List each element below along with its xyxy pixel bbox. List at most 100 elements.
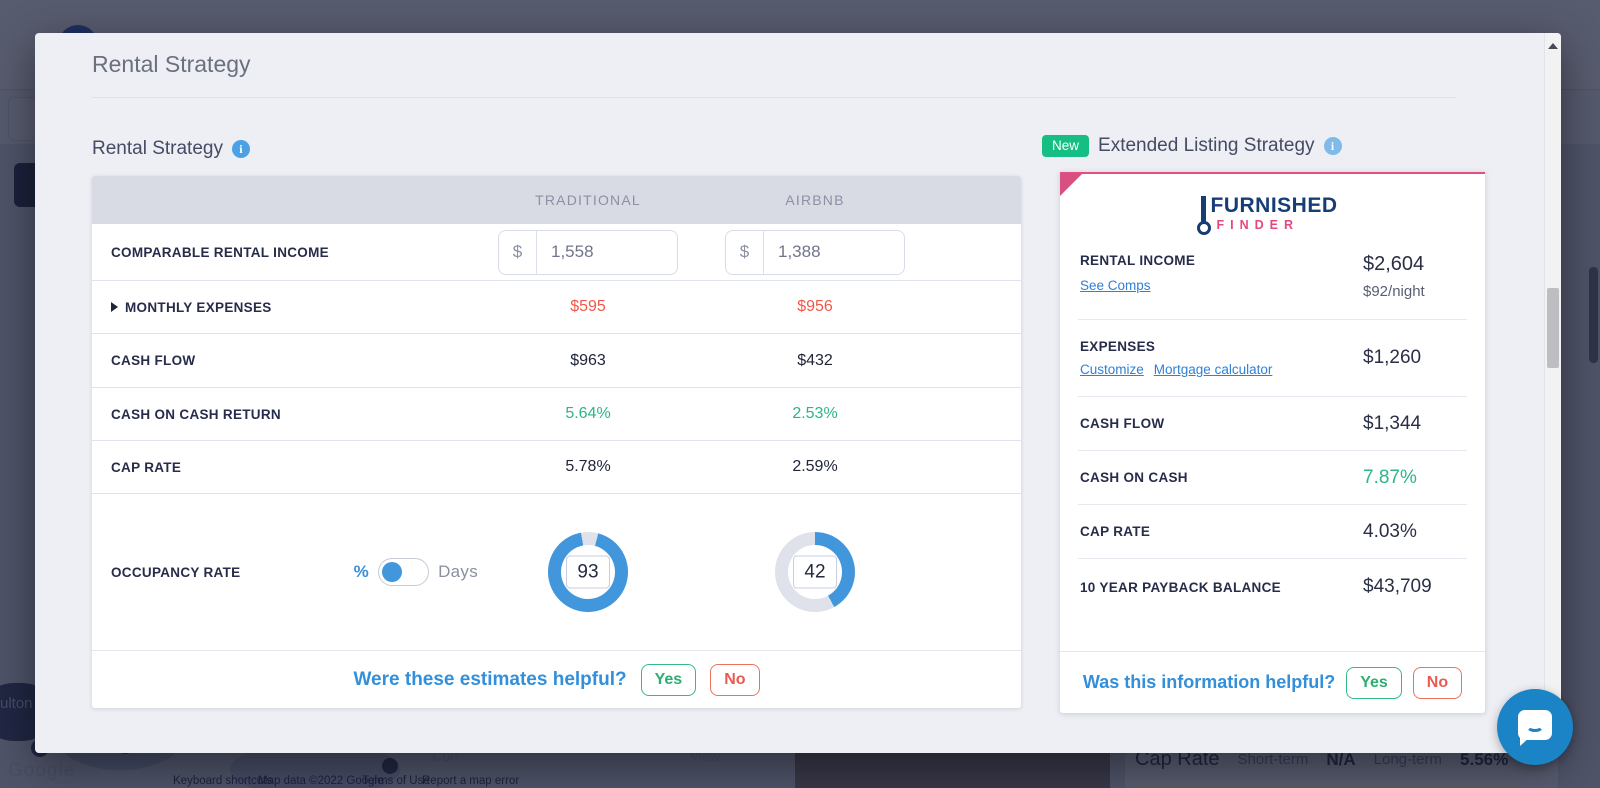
pink-corner-ribbon [1060, 174, 1082, 196]
occupancy-unit-toggle[interactable] [378, 558, 430, 586]
monthly-expenses-label[interactable]: MONTHLY EXPENSES [92, 300, 498, 315]
scroll-up-arrow-icon[interactable] [1545, 38, 1561, 54]
estimates-yes-button[interactable]: Yes [640, 663, 697, 696]
currency-prefix: $ [726, 230, 764, 274]
extended-listing-heading: New Extended Listing Strategy i [1042, 135, 1342, 157]
expenses-label: EXPENSES [1080, 339, 1156, 354]
occupancy-unit-toggle-group: % Days [354, 558, 478, 586]
toggle-knob [382, 561, 403, 582]
cash-flow-traditional: $963 [570, 351, 606, 369]
divider [1078, 450, 1467, 451]
airbnb-income-input-group: $ [725, 229, 905, 275]
mortgage-calculator-link[interactable]: Mortgage calculator [1153, 362, 1273, 377]
row-expenses: EXPENSES Customize Mortgage calculator $… [1060, 320, 1485, 396]
cash-on-cash-airbnb: 2.53% [792, 405, 838, 422]
days-unit-label: Days [438, 562, 478, 581]
monthly-expenses-traditional: $595 [570, 298, 606, 315]
occupancy-donut-airbnb: 42 [775, 532, 855, 612]
currency-prefix: $ [499, 230, 537, 274]
divider [92, 97, 1456, 98]
row-comparable-rental-income: COMPARABLE RENTAL INCOME $ $ [92, 224, 1021, 281]
row-occupancy-rate: OCCUPANCY RATE % Days 93 [92, 494, 1021, 650]
cash-flow-label: CASH FLOW [111, 353, 196, 368]
page-scrollbar-thumb[interactable] [1589, 267, 1598, 363]
payback-balance-value: $43,709 [1363, 576, 1432, 597]
ff-cash-on-cash-label: CASH ON CASH [1080, 470, 1188, 485]
monthly-expenses-text: MONTHLY EXPENSES [125, 299, 272, 315]
row-ff-cash-flow: CASH FLOW $1,344 [1060, 397, 1485, 450]
ff-cash-flow-label: CASH FLOW [1080, 416, 1165, 431]
ff-cash-on-cash-value: 7.87% [1363, 466, 1417, 488]
see-comps-link[interactable]: See Comps [1080, 278, 1151, 293]
estimates-no-button[interactable]: No [710, 663, 760, 696]
row-cash-on-cash-return: CASH ON CASH RETURN 5.64% 2.53% [92, 388, 1021, 441]
cap-rate-airbnb: 2.59% [792, 458, 838, 475]
rental-strategy-heading: Rental Strategy i [92, 138, 250, 160]
row-cash-flow: CASH FLOW $963 $432 [92, 334, 1021, 388]
table-header-row: TRADITIONAL AIRBNB [92, 176, 1021, 224]
divider [1078, 504, 1467, 505]
occupancy-value-airbnb[interactable]: 42 [793, 555, 837, 589]
cash-on-cash-traditional: 5.64% [565, 405, 611, 422]
row-monthly-expenses: MONTHLY EXPENSES $595 $956 [92, 281, 1021, 334]
row-ff-cash-on-cash: CASH ON CASH 7.87% [1060, 451, 1485, 504]
rental-income-label: RENTAL INCOME [1080, 253, 1196, 268]
comparable-rental-income-label: COMPARABLE RENTAL INCOME [111, 244, 329, 260]
cash-on-cash-return-label: CASH ON CASH RETURN [111, 406, 281, 422]
information-no-button[interactable]: No [1412, 666, 1463, 699]
occupancy-rate-label-cell: OCCUPANCY RATE % Days [92, 558, 498, 586]
modal-scrollbar[interactable] [1544, 33, 1561, 753]
extended-listing-card: FURNISHED FINDER RENTAL INCOME See Comps… [1060, 172, 1485, 713]
occupancy-value-traditional[interactable]: 93 [566, 555, 610, 589]
divider [1078, 319, 1467, 320]
new-badge: New [1042, 135, 1090, 157]
customize-link[interactable]: Customize [1080, 362, 1144, 377]
modal-scrollbar-thumb[interactable] [1547, 288, 1559, 368]
traditional-income-input[interactable] [537, 230, 677, 274]
furnished-finder-logo-bottom: FINDER [1216, 218, 1300, 232]
column-airbnb: AIRBNB [785, 192, 845, 208]
divider [1078, 558, 1467, 559]
occupancy-donut-traditional: 93 [539, 523, 637, 621]
expand-caret-icon [111, 302, 118, 312]
rental-strategy-card: TRADITIONAL AIRBNB COMPARABLE RENTAL INC… [92, 176, 1021, 708]
furnished-finder-logo: FURNISHED FINDER [1173, 194, 1373, 240]
divider [1078, 396, 1467, 397]
estimates-feedback-question: Were these estimates helpful? [353, 668, 627, 690]
expenses-value: $1,260 [1363, 347, 1422, 368]
information-yes-button[interactable]: Yes [1346, 666, 1402, 699]
column-traditional: TRADITIONAL [535, 192, 641, 208]
chat-bubble-icon [1518, 710, 1552, 746]
key-icon [1196, 196, 1211, 235]
payback-balance-label: 10 YEAR PAYBACK BALANCE [1080, 579, 1281, 595]
cash-flow-airbnb: $432 [797, 351, 833, 369]
estimates-feedback-row: Were these estimates helpful? Yes No [92, 650, 1021, 708]
rental-income-per-night: $92/night [1363, 283, 1425, 300]
row-cap-rate: CAP RATE 5.78% 2.59% [92, 441, 1021, 494]
ff-cap-rate-label: CAP RATE [1080, 524, 1151, 539]
info-icon[interactable]: i [1323, 137, 1342, 155]
chat-smile-icon [1526, 720, 1544, 732]
info-icon[interactable]: i [231, 140, 250, 158]
row-payback-balance: 10 YEAR PAYBACK BALANCE $43,709 [1060, 559, 1485, 615]
information-feedback-row: Was this information helpful? Yes No [1060, 651, 1485, 713]
traditional-income-input-group: $ [498, 229, 678, 275]
cap-rate-traditional: 5.78% [565, 458, 611, 475]
occupancy-rate-label: OCCUPANCY RATE [111, 564, 241, 580]
modal-title: Rental Strategy [92, 51, 251, 77]
information-feedback-question: Was this information helpful? [1082, 672, 1336, 692]
ff-cap-rate-value: 4.03% [1363, 520, 1417, 542]
percent-unit-label: % [353, 562, 370, 581]
rental-income-value: $2,604 [1363, 253, 1425, 275]
airbnb-income-input[interactable] [764, 230, 904, 274]
cap-rate-label: CAP RATE [111, 459, 182, 475]
rental-strategy-heading-label: Rental Strategy [92, 138, 223, 159]
chat-launcher-button[interactable] [1497, 689, 1573, 765]
rental-strategy-modal: Rental Strategy Rental Strategy i TRADIT… [35, 33, 1561, 753]
furnished-finder-logo-top: FURNISHED [1210, 194, 1338, 217]
row-rental-income: RENTAL INCOME See Comps $2,604 $92/night [1060, 240, 1485, 319]
extended-listing-heading-label: Extended Listing Strategy [1098, 135, 1315, 156]
monthly-expenses-airbnb: $956 [797, 298, 833, 315]
row-ff-cap-rate: CAP RATE 4.03% [1060, 505, 1485, 558]
